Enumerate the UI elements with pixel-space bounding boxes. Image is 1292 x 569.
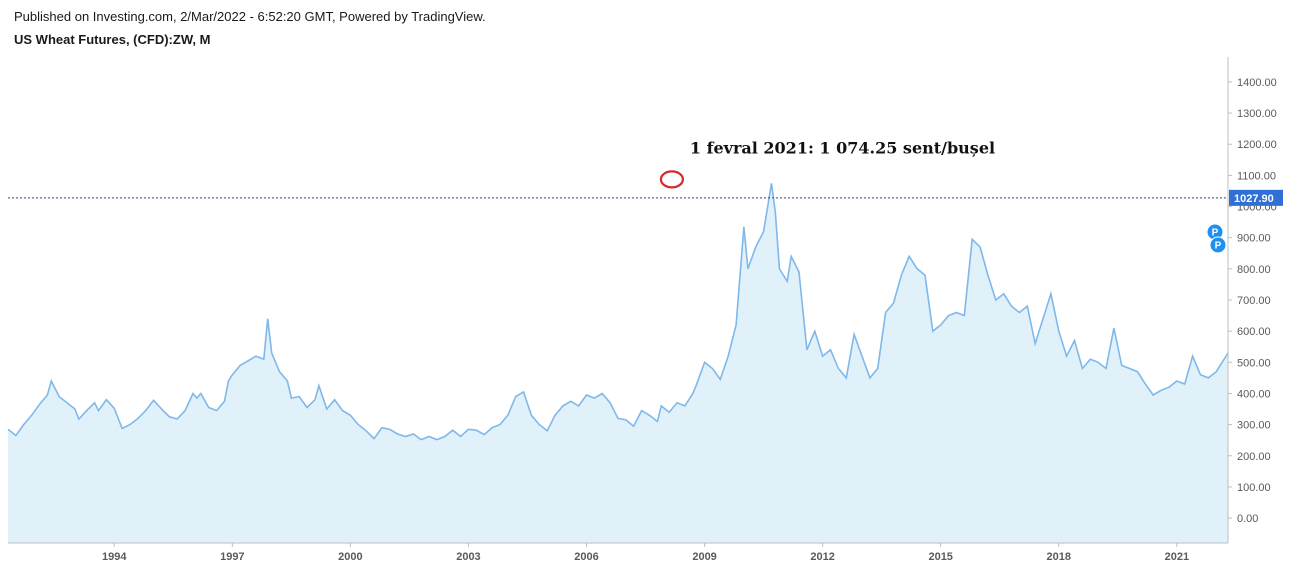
event-marker-label: P [1215, 241, 1222, 252]
y-tick-label: 500.00 [1237, 357, 1271, 369]
y-tick-label: 300.00 [1237, 420, 1271, 432]
last-price-tag-box [1229, 189, 1283, 206]
y-tick-label: 900.00 [1237, 233, 1271, 245]
y-tick-label: 0.00 [1237, 513, 1258, 525]
y-tick-label: 600.00 [1237, 326, 1271, 338]
x-tick-label: 2000 [338, 551, 362, 563]
x-tick-label: 2021 [1165, 551, 1189, 563]
event-marker-p[interactable]: P [1209, 236, 1227, 254]
y-tick-label: 1200.00 [1237, 139, 1277, 151]
price-area-fill [8, 183, 1228, 543]
last-price-tag: 1027.90 [1229, 189, 1283, 206]
event-marker-p[interactable]: P [1206, 223, 1224, 241]
y-tick-label: 1300.00 [1237, 108, 1277, 120]
x-tick-label: 1997 [220, 551, 244, 563]
x-tick-label: 2006 [574, 551, 598, 563]
x-tick-label: 2018 [1047, 551, 1071, 563]
y-tick-label: 1100.00 [1237, 170, 1276, 182]
last-price-label: 1027.90 [1234, 193, 1274, 205]
y-tick-label: 700.00 [1237, 295, 1271, 307]
x-tick-label: 2003 [456, 551, 480, 563]
peak-highlight-circle [659, 170, 685, 189]
y-tick-label: 100.00 [1237, 482, 1271, 494]
published-info: Published on Investing.com, 2/Mar/2022 -… [14, 9, 486, 24]
y-axis: 0.00 100.00 200.00 300.00 400.00 500.00 600.00… [1228, 77, 1277, 525]
y-tick-label: 1400.00 [1237, 77, 1277, 89]
event-marker-label: P [1212, 228, 1219, 239]
event-marker-circle[interactable] [1209, 236, 1227, 254]
peak-annotation: 1 fevral 2021: 1 074.25 sent/bușel [690, 138, 995, 157]
y-tick-label: 800.00 [1237, 264, 1271, 276]
chart-symbol-title: US Wheat Futures, (CFD):ZW, M [14, 32, 211, 47]
x-tick-label: 2009 [692, 551, 716, 563]
x-tick-label: 2015 [928, 551, 952, 563]
x-tick-label: 1994 [102, 551, 127, 563]
y-tick-label: 400.00 [1237, 388, 1271, 400]
price-line [7, 183, 1229, 441]
y-tick-label: 200.00 [1237, 451, 1271, 463]
x-axis: 1994 1997 2000 2003 2006 2009 2012 2015 2018 2021 [102, 543, 1189, 563]
x-tick-label: 2012 [810, 551, 834, 563]
